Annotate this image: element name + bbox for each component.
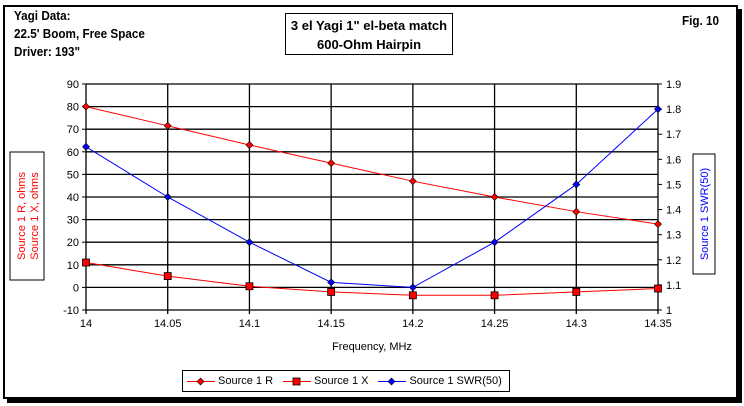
y-axis-title-box — [9, 151, 45, 281]
y-tick-label: 10 — [67, 260, 79, 272]
y2-tick-label: 1.8 — [666, 104, 681, 116]
data-point — [245, 238, 254, 247]
data-point — [572, 180, 581, 189]
x-tick-label: 14.25 — [481, 318, 509, 330]
y2-tick-label: 1.4 — [666, 205, 681, 217]
data-point — [82, 102, 90, 111]
data-point — [327, 159, 336, 168]
legend-label: Source 1 R — [218, 375, 274, 387]
legend-label: Source 1 SWR(50) — [409, 375, 502, 387]
chart-title: 3 el Yagi 1" el-beta match 600-Ohm Hairp… — [285, 13, 453, 55]
y-tick-label: 40 — [67, 192, 79, 204]
y-axis-title: Source 1 R, ohms — [16, 171, 28, 260]
y2-tick-label: 1.5 — [666, 179, 681, 191]
data-point — [408, 283, 417, 292]
series-line-1 — [85, 262, 659, 296]
legend-item: Source 1 R — [187, 375, 279, 388]
data-point — [245, 282, 254, 291]
data-point — [654, 220, 662, 229]
info-line-2: 22.5' Boom, Free Space — [14, 26, 145, 41]
legend-item: Source 1 SWR(50) — [378, 375, 507, 388]
data-point — [490, 193, 499, 201]
data-point — [163, 121, 172, 130]
x-tick-label: 14.1 — [239, 318, 260, 330]
y-tick-label: 90 — [67, 79, 79, 91]
data-point — [163, 193, 172, 201]
data-point — [82, 142, 90, 151]
figure-label: Fig. 10 — [682, 13, 720, 28]
y2-tick-label: 1.3 — [666, 230, 681, 242]
legend-item: Source 1 X — [283, 375, 374, 388]
y-tick-label: 0 — [73, 282, 79, 294]
y2-tick-label: 1.9 — [666, 79, 681, 91]
x-tick-label: 14.3 — [566, 318, 587, 330]
data-point — [327, 288, 336, 296]
y2-tick-label: 1.2 — [666, 255, 681, 267]
data-point — [245, 141, 254, 149]
legend: Source 1 R Source 1 X Source 1 SWR(50) — [182, 370, 510, 392]
title-line-2: 600-Ohm Hairpin — [316, 37, 422, 52]
info-line-1: Yagi Data: — [14, 8, 71, 23]
legend-swatch-icon — [378, 377, 407, 385]
data-point — [327, 278, 336, 287]
info-line-3: Driver: 193" — [14, 44, 81, 59]
x-tick-label: 14.2 — [402, 318, 423, 330]
data-point — [654, 284, 662, 293]
y-tick-label: 50 — [67, 169, 79, 181]
data-point — [490, 238, 499, 247]
data-point — [82, 258, 90, 267]
data-point — [490, 291, 499, 300]
x-tick-label: 14.05 — [154, 318, 182, 330]
y-tick-label: -10 — [63, 305, 79, 317]
y2-tick-label: 1 — [666, 305, 672, 317]
y-tick-label: 80 — [67, 102, 79, 114]
data-point — [572, 288, 581, 296]
y-tick-label: 20 — [67, 237, 79, 249]
data-point — [572, 207, 581, 216]
x-tick-label: 14.35 — [644, 318, 672, 330]
data-point — [408, 177, 417, 186]
y-tick-label: 70 — [67, 124, 79, 136]
y-tick-label: 30 — [67, 215, 79, 227]
legend-swatch-icon — [283, 377, 312, 385]
x-axis-title: Frequency, MHz — [332, 341, 412, 353]
title-line-1: 3 el Yagi 1" el-beta match — [290, 18, 448, 33]
chart-frame — [3, 5, 738, 399]
legend-label: Source 1 X — [314, 375, 369, 387]
x-tick-label: 14.15 — [317, 318, 345, 330]
y2-tick-label: 1.7 — [666, 129, 681, 141]
data-point — [163, 272, 172, 281]
y2-tick-label: 1.6 — [666, 154, 681, 166]
x-tick-label: 14 — [80, 318, 92, 330]
data-point — [408, 291, 417, 300]
data-point — [654, 105, 662, 114]
series-line-2 — [85, 108, 659, 288]
y-tick-label: 60 — [67, 147, 79, 159]
series-line-0 — [85, 106, 659, 225]
y2-tick-label: 1.1 — [666, 280, 681, 292]
y-axis-title: Source 1 X, ohms — [29, 172, 41, 260]
legend-swatch-icon — [187, 377, 215, 385]
y2-axis-title-box — [692, 153, 716, 275]
y2-axis-title: Source 1 SWR(50) — [699, 168, 711, 260]
